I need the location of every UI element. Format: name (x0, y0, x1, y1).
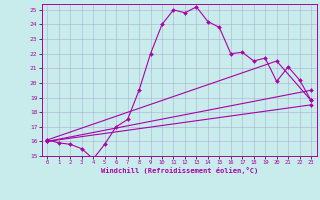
X-axis label: Windchill (Refroidissement éolien,°C): Windchill (Refroidissement éolien,°C) (100, 167, 258, 174)
